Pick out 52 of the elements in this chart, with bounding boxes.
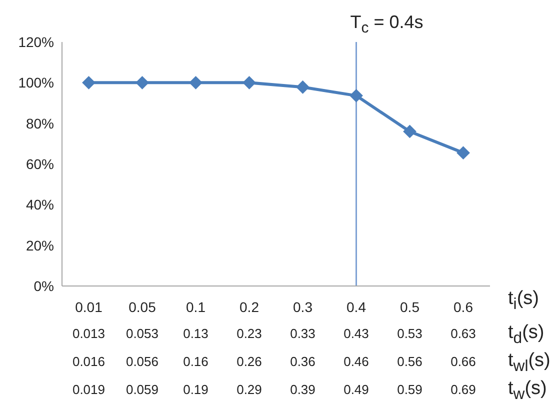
y-tick-label: 80% (26, 115, 54, 132)
x-tick-label: 0.1 (186, 298, 206, 315)
text: 0.43 (342, 326, 370, 341)
text: 0.16 (182, 354, 210, 369)
point (350, 89, 363, 102)
point (296, 80, 310, 94)
x-tick-label: 0.3 (293, 298, 313, 315)
x-tick-label: 0.4 (346, 298, 366, 315)
x-tick-label: 0.5 (400, 298, 420, 315)
y-tick-label: 40% (26, 196, 54, 213)
point (403, 124, 416, 138)
text: 0.013 (71, 326, 106, 341)
y-tick-label: 120% (18, 34, 54, 50)
text: 0.26 (236, 354, 263, 369)
point (242, 76, 256, 90)
x-tick-label: 0.01 (75, 298, 103, 315)
text: 0.19 (182, 382, 210, 397)
x-tick-label: 0.2 (240, 298, 260, 315)
text: 0.56 (396, 354, 424, 369)
text: 0.016 (71, 354, 106, 369)
text: 0.36 (289, 354, 316, 369)
text: 0.63 (450, 326, 477, 341)
y-tick-label: 20% (26, 237, 54, 254)
text: 0.053 (124, 326, 160, 341)
point (456, 146, 470, 160)
x-tick-label: 0.6 (454, 298, 474, 315)
y-tick-label: 60% (26, 156, 54, 172)
point (82, 76, 96, 90)
x-axis-title: t$_{i}$(s) (508, 288, 539, 314)
text: 0.13 (182, 326, 210, 341)
text: t$_{d}$(s) (508, 322, 544, 348)
text: 0.49 (342, 382, 370, 397)
text: 0.056 (124, 354, 160, 369)
x-tick-label: 0.05 (128, 298, 156, 315)
ref-line-label: T$_{c}$ = 0.4s (350, 12, 424, 37)
text: 0.23 (236, 326, 263, 341)
y-tick-label: 100% (18, 74, 54, 91)
text: 0.29 (236, 382, 263, 397)
y-tick-label: 0% (34, 278, 54, 294)
point (189, 76, 202, 90)
text: 0.46 (342, 354, 370, 369)
text: 0.66 (450, 354, 477, 369)
text: 0.59 (396, 382, 424, 397)
text: t$_{w}$(s) (508, 378, 547, 404)
point (136, 76, 149, 90)
text: 0.69 (450, 382, 477, 397)
text: t$_{wl}$(s) (508, 350, 550, 376)
text: 0.33 (289, 326, 316, 341)
text: 0.53 (396, 326, 424, 341)
text: 0.019 (71, 382, 106, 397)
text: 0.059 (124, 382, 160, 397)
text: 0.39 (289, 382, 316, 397)
